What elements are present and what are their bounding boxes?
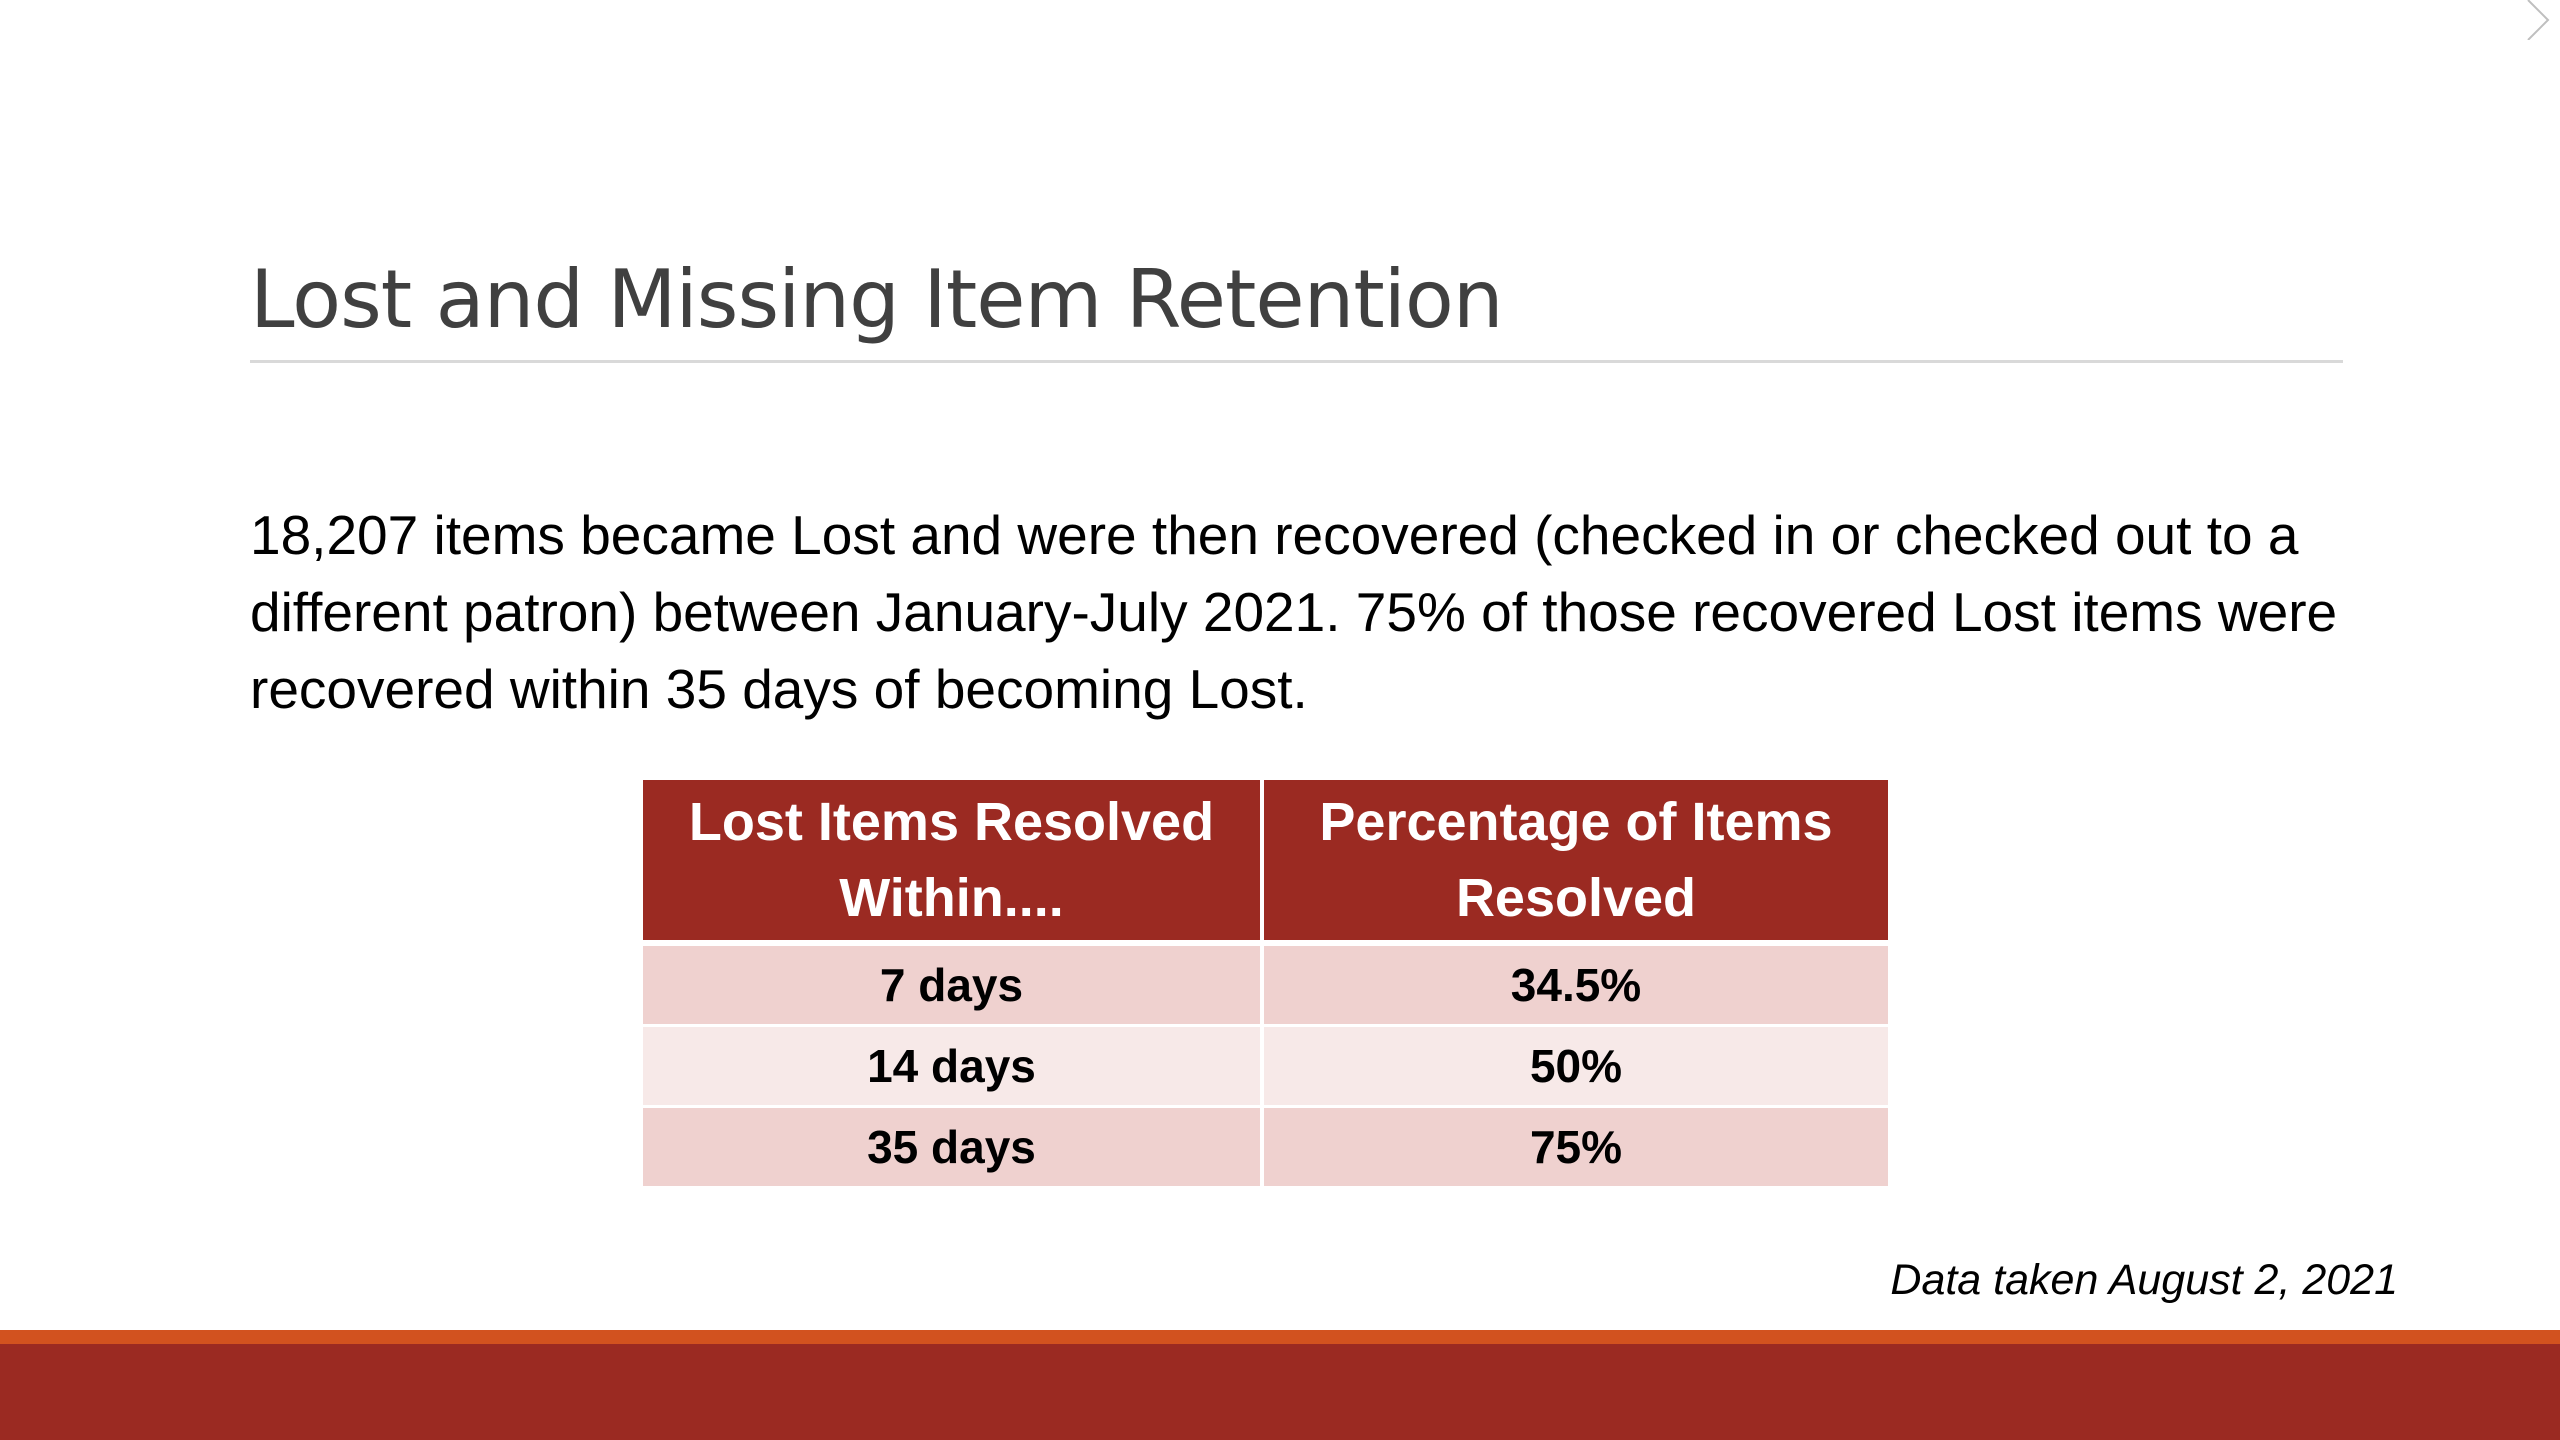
corner-decoration xyxy=(2520,0,2560,40)
table-row: 7 days 34.5% xyxy=(643,946,1888,1027)
table-header-row: Lost Items Resolved Within.... Percentag… xyxy=(643,780,1888,946)
results-table-container: Lost Items Resolved Within.... Percentag… xyxy=(643,780,1888,1189)
table-row: 14 days 50% xyxy=(643,1027,1888,1108)
percentage-cell: 75% xyxy=(1264,1108,1888,1189)
percentage-cell: 50% xyxy=(1264,1027,1888,1108)
slide-title: Lost and Missing Item Retention xyxy=(250,253,1504,346)
footer-band xyxy=(0,1344,2560,1440)
period-cell: 14 days xyxy=(643,1027,1264,1108)
period-cell: 35 days xyxy=(643,1108,1264,1189)
footer-accent-stripe xyxy=(0,1330,2560,1344)
period-cell: 7 days xyxy=(643,946,1264,1027)
header-resolved-within: Lost Items Resolved Within.... xyxy=(643,780,1264,946)
results-table: Lost Items Resolved Within.... Percentag… xyxy=(643,780,1888,1189)
slide-body-text: 18,207 items became Lost and were then r… xyxy=(250,504,2338,720)
header-percentage-resolved: Percentage of Items Resolved xyxy=(1264,780,1888,946)
title-divider xyxy=(250,360,2343,363)
table-row: 35 days 75% xyxy=(643,1108,1888,1189)
data-source-footnote: Data taken August 2, 2021 xyxy=(1890,1256,2398,1304)
percentage-cell: 34.5% xyxy=(1264,946,1888,1027)
